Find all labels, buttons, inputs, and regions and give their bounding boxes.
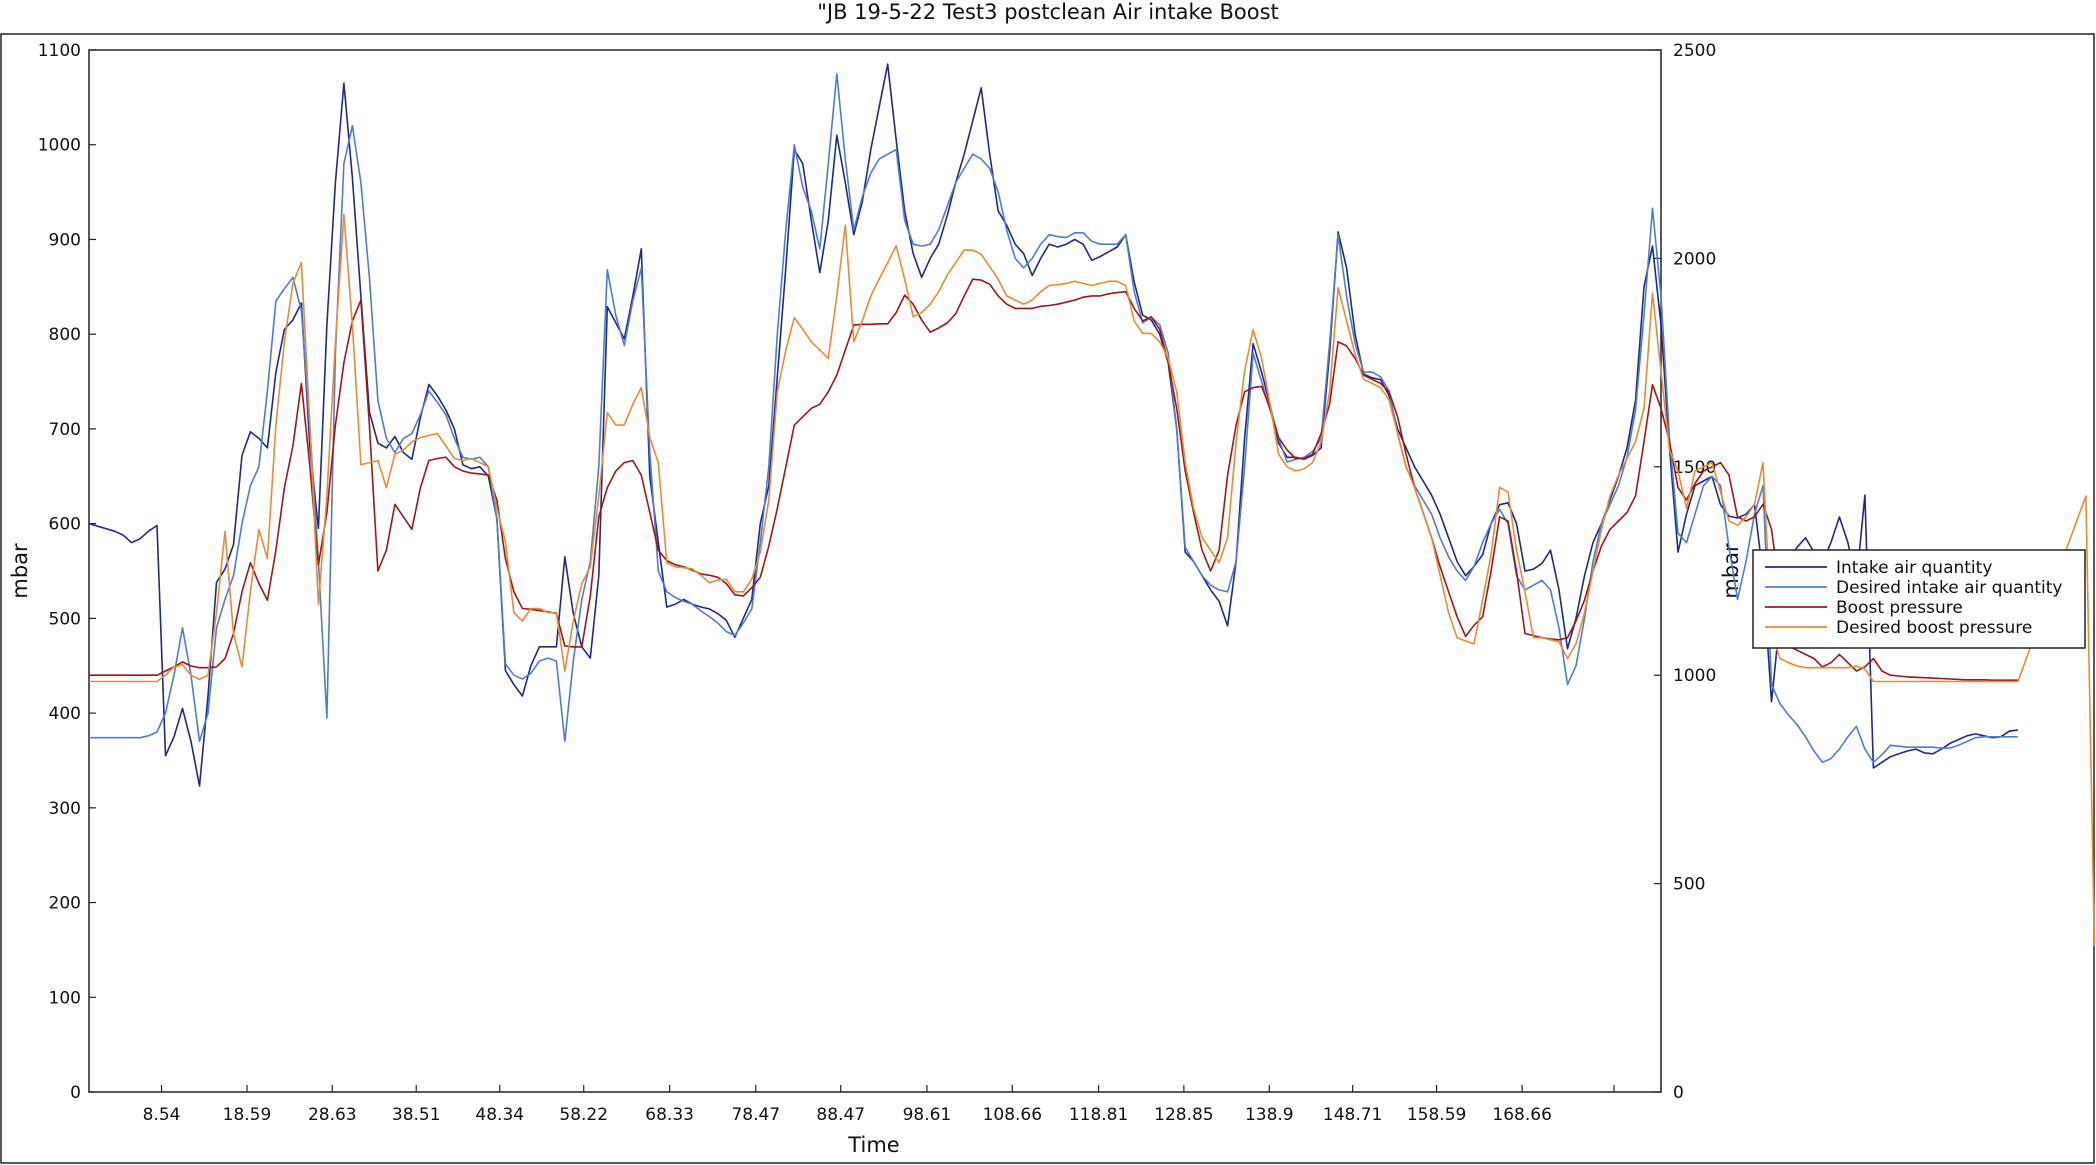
x-axis-label: Time	[847, 1133, 899, 1157]
y-tick-label-right: 1000	[1673, 666, 1716, 686]
x-tick-label: 128.85	[1154, 1105, 1213, 1125]
series-line-boost-pressure	[89, 278, 2018, 682]
y-tick-label-left: 900	[49, 230, 81, 250]
x-tick-label: 108.66	[983, 1105, 1042, 1125]
x-tick-label: 148.71	[1323, 1105, 1382, 1125]
axis-ticks: 8.54 18.59 28.63 38.51 48.34 58.22 68.33 78.47 8…	[38, 41, 1717, 1125]
x-tick-label: 158.59	[1407, 1105, 1466, 1125]
legend-label: Desired intake air quantity	[1836, 578, 2063, 598]
y-tick-label-right: 2000	[1673, 249, 1716, 269]
x-tick-label: 28.63	[308, 1105, 357, 1125]
x-tick-label: 138.9	[1245, 1105, 1294, 1125]
series-lines	[88, 63, 2096, 947]
y-tick-label-left: 400	[49, 704, 81, 724]
legend-label: Boost pressure	[1836, 598, 1963, 618]
x-tick-label: 98.61	[903, 1105, 952, 1125]
x-tick-label: 118.81	[1069, 1105, 1128, 1125]
chart-frame	[0, 33, 2095, 1164]
y-tick-label-left: 0	[70, 1083, 81, 1103]
y-tick-label-left: 300	[49, 799, 81, 819]
y-tick-label-left: 500	[49, 609, 81, 629]
x-tick-label: 88.47	[816, 1105, 865, 1125]
legend-label: Desired boost pressure	[1836, 618, 2032, 638]
y-tick-label-left: 1000	[38, 136, 81, 156]
series-line-desired-intake-air-quantity	[89, 72, 2018, 764]
y-tick-label-right: 500	[1673, 875, 1705, 895]
x-tick-label: 58.22	[559, 1105, 608, 1125]
plot-area	[88, 49, 1662, 1093]
x-tick-label: 38.51	[392, 1105, 441, 1125]
y-tick-label-left: 100	[49, 988, 81, 1008]
y-axis-label-left: mbar	[8, 543, 32, 599]
chart-title: "JB 19-5-22 Test3 postclean Air intake B…	[817, 0, 1279, 24]
x-tick-label: 168.66	[1492, 1105, 1551, 1125]
x-tick-label: 68.33	[645, 1105, 694, 1125]
y-tick-label-left: 200	[49, 894, 81, 914]
y-tick-label-left: 800	[49, 325, 81, 345]
x-tick-label: 18.59	[223, 1105, 272, 1125]
y-tick-label-right: 1500	[1673, 458, 1716, 478]
legend-label: Intake air quantity	[1836, 558, 1992, 578]
y-tick-label-left: 600	[49, 515, 81, 535]
x-tick-label: 78.47	[731, 1105, 780, 1125]
y-tick-label-right: 2500	[1673, 41, 1716, 61]
x-tick-label: 48.34	[475, 1105, 524, 1125]
x-tick-label: 8.54	[143, 1105, 181, 1125]
series-line-intake-air-quantity	[88, 63, 2018, 787]
series-line-desired-boost-pressure	[89, 213, 2096, 947]
y-tick-label-right: 0	[1673, 1083, 1684, 1103]
y-tick-label-left: 700	[49, 420, 81, 440]
y-tick-label-left: 1100	[38, 41, 81, 61]
